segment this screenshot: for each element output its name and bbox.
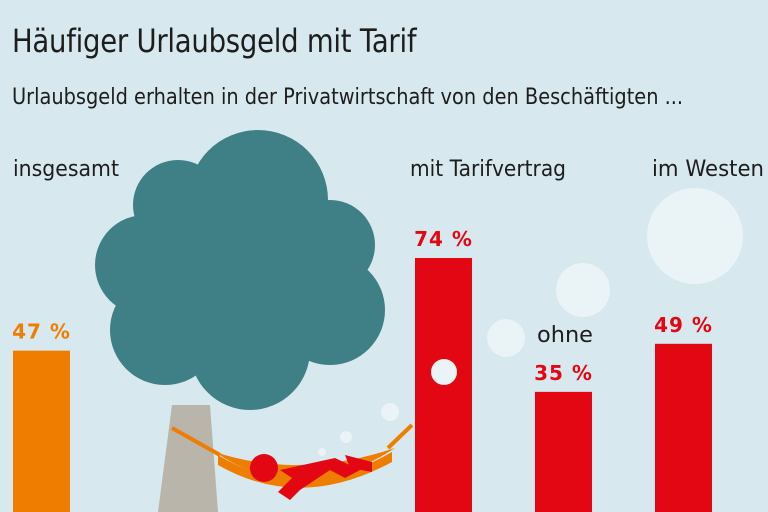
- value-label-2: 35 %: [534, 361, 593, 385]
- value-label-0: 47 %: [12, 320, 71, 344]
- hammock-rope-right: [386, 423, 414, 450]
- bubble-tiny-2: [340, 431, 352, 443]
- bar-2: [535, 391, 592, 512]
- bar-1: [415, 258, 472, 512]
- tree-trunk: [158, 405, 218, 512]
- hammock-rope-left: [171, 426, 221, 457]
- category-label-1: mit Tarifvertrag: [410, 157, 566, 182]
- bar-group: 47 % insgesamt 74 % mit Tarifvertrag 35 % ohn…: [12, 157, 764, 512]
- bubble-on-bar: [431, 359, 457, 385]
- bar-0: [13, 350, 70, 512]
- category-label-3: im Westen: [652, 157, 764, 182]
- value-label-1: 74 %: [414, 227, 473, 251]
- tree-illustration: [95, 130, 385, 512]
- bubble-large: [647, 188, 743, 284]
- category-label-0: insgesamt: [13, 157, 119, 182]
- person-arm: [345, 455, 372, 472]
- bar-3: [655, 343, 712, 512]
- chart-subtitle: Urlaubsgeld erhalten in der Privatwirtsc…: [12, 85, 684, 110]
- bubble-tiny-1: [381, 403, 399, 421]
- chart-title: Häufiger Urlaubsgeld mit Tarif: [12, 22, 417, 60]
- category-label-2: ohne: [537, 323, 593, 348]
- bubble-medium: [556, 263, 610, 317]
- tree-crown: [95, 130, 385, 410]
- person-body: [278, 458, 360, 500]
- bubble-tiny-3: [318, 448, 326, 456]
- hammock-illustration: [171, 423, 414, 500]
- thought-bubbles-illustration: [318, 188, 743, 456]
- bubble-small: [487, 319, 525, 357]
- person-head: [250, 454, 278, 482]
- value-label-3: 49 %: [654, 313, 713, 337]
